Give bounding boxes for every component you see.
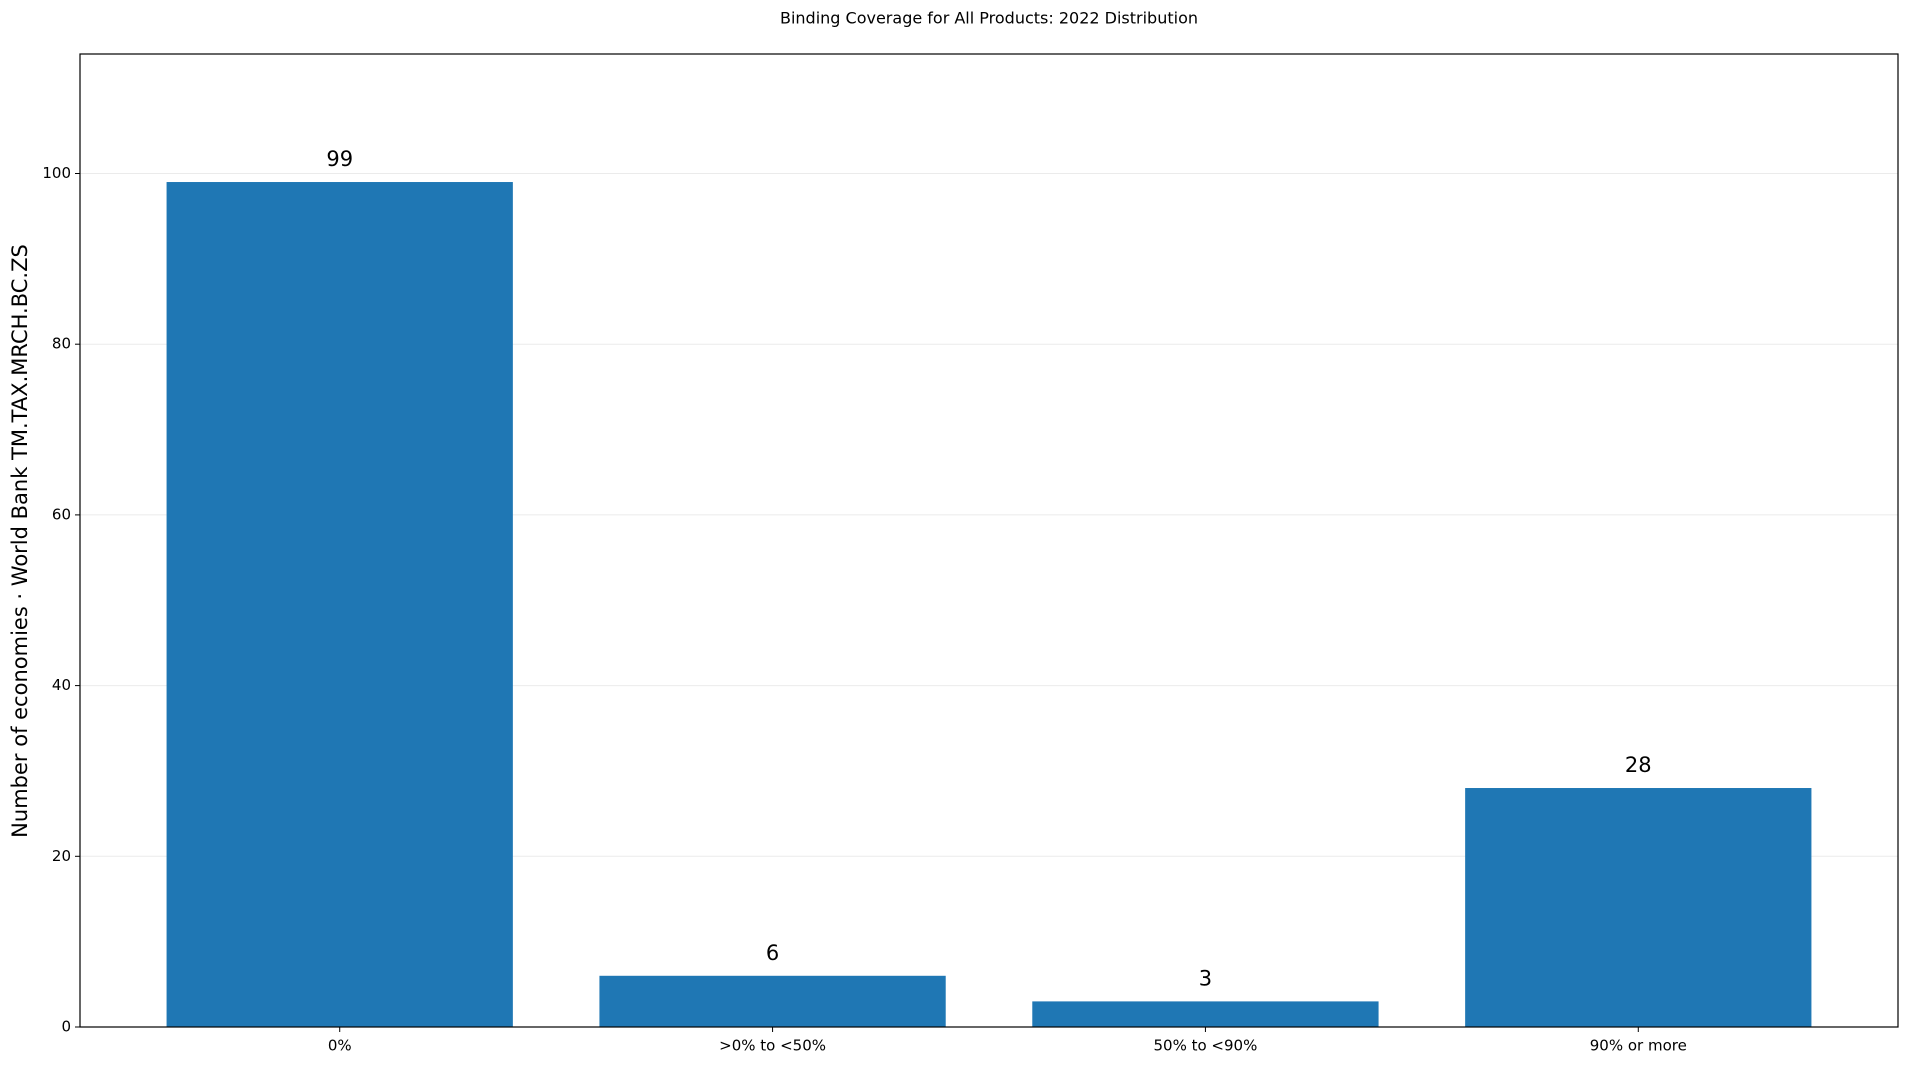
value-label: 3 (1199, 966, 1212, 990)
value-label: 28 (1625, 753, 1652, 777)
bar (166, 182, 513, 1028)
plot-frame (79, 53, 1899, 1028)
x-tick-label: 90% or more (1590, 1037, 1687, 1055)
y-axis-label: Number of economies · World Bank TM.TAX.… (8, 244, 32, 838)
y-tick-label: 60 (52, 505, 71, 523)
y-tick-label: 100 (42, 164, 71, 182)
value-label: 6 (766, 941, 779, 965)
y-tick-label: 40 (52, 676, 71, 694)
y-tick-label: 0 (61, 1018, 71, 1036)
value-label: 99 (326, 147, 353, 171)
bar (599, 975, 946, 1027)
y-tick-label: 80 (52, 335, 71, 353)
y-tick-label: 20 (52, 847, 71, 865)
x-tick-label: 50% to <90% (1154, 1037, 1258, 1055)
x-tick-label: >0% to <50% (719, 1037, 826, 1055)
bar (1032, 1001, 1379, 1027)
chart-title: Binding Coverage for All Products: 2022 … (780, 9, 1198, 28)
x-tick-label: 0% (328, 1037, 352, 1055)
bar (1465, 788, 1812, 1027)
